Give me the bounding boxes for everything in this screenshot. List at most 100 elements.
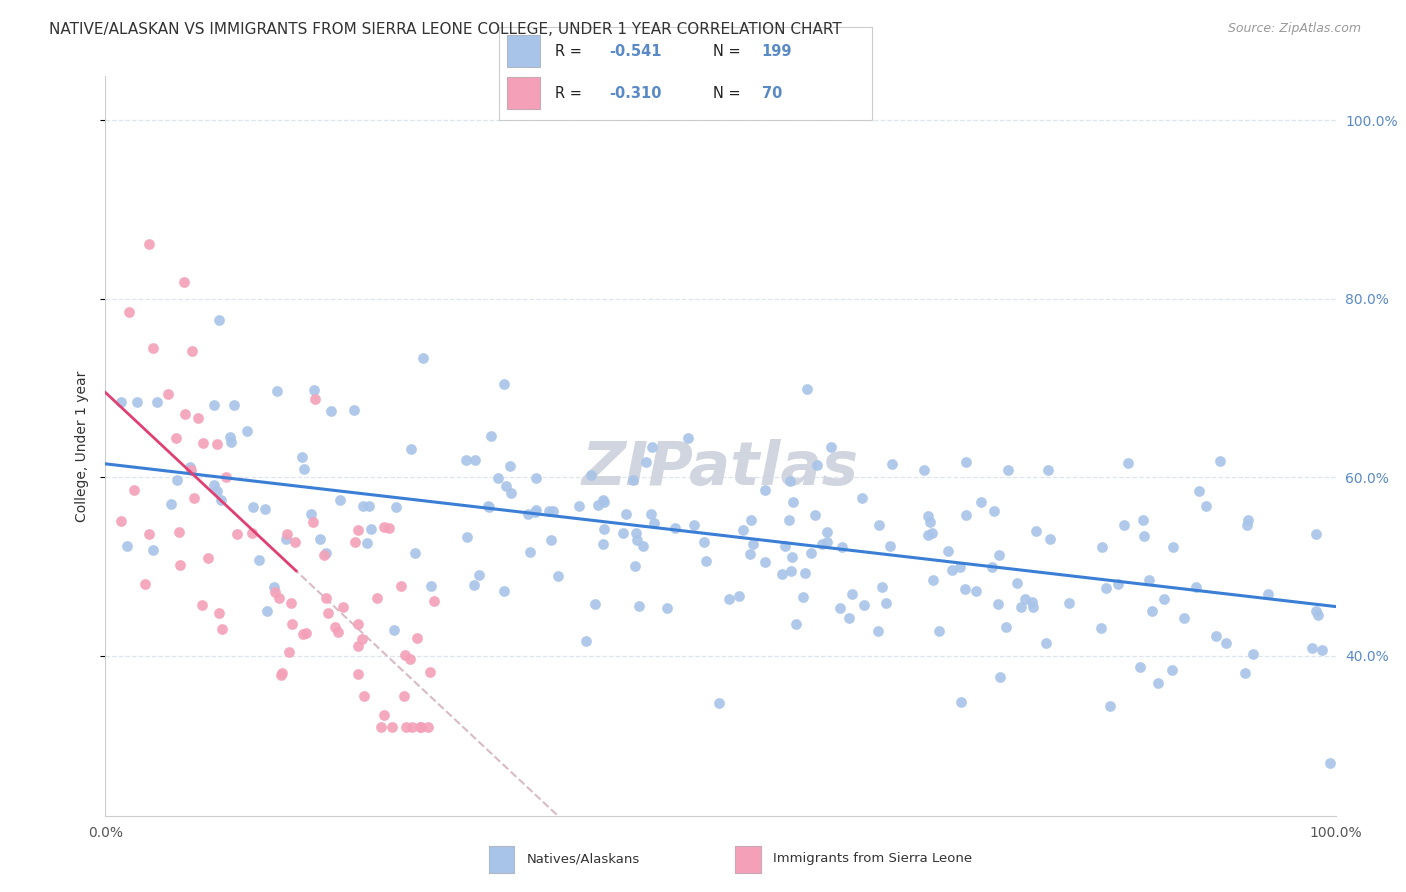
Point	[1236, 517, 1258, 532]
Point	[291, 450, 314, 464]
Point	[142, 543, 165, 558]
Point	[208, 607, 231, 621]
Point	[851, 491, 873, 506]
Point	[1005, 576, 1028, 591]
Point	[207, 484, 229, 499]
Text: R =: R =	[555, 44, 586, 59]
Point	[422, 593, 444, 607]
Point	[621, 473, 644, 487]
Point	[179, 459, 201, 474]
Point	[634, 455, 657, 469]
Point	[1153, 592, 1175, 607]
Point	[353, 690, 375, 704]
Point	[169, 558, 191, 573]
Point	[1132, 529, 1154, 543]
Point	[221, 434, 243, 449]
Point	[211, 623, 233, 637]
Point	[404, 546, 426, 560]
Point	[357, 499, 380, 513]
Point	[643, 516, 665, 530]
Point	[280, 595, 302, 609]
Point	[831, 540, 853, 554]
Point	[343, 402, 366, 417]
Point	[626, 533, 648, 548]
Point	[997, 463, 1019, 477]
Point	[1305, 527, 1327, 541]
Text: N =: N =	[713, 86, 745, 101]
Point	[276, 533, 298, 547]
Point	[614, 507, 637, 521]
Text: -0.541: -0.541	[609, 44, 662, 59]
Point	[356, 535, 378, 549]
Point	[1090, 621, 1112, 635]
Point	[626, 526, 648, 541]
Point	[841, 587, 863, 601]
Point	[879, 540, 901, 554]
Point	[263, 580, 285, 594]
Point	[1195, 500, 1218, 514]
Text: -0.310: -0.310	[609, 86, 662, 101]
Point	[281, 616, 304, 631]
Point	[742, 537, 765, 551]
Point	[870, 580, 893, 594]
Point	[1257, 587, 1279, 601]
Point	[538, 504, 561, 518]
Point	[373, 707, 395, 722]
Point	[492, 584, 515, 599]
Point	[853, 598, 876, 612]
Point	[928, 624, 950, 639]
Point	[631, 539, 654, 553]
Point	[346, 523, 368, 537]
Point	[316, 606, 339, 620]
Point	[792, 590, 814, 604]
Point	[501, 486, 523, 500]
Point	[965, 583, 987, 598]
Point	[779, 564, 801, 578]
Point	[381, 720, 404, 734]
Point	[406, 631, 429, 645]
Point	[1010, 600, 1032, 615]
Point	[1305, 604, 1327, 618]
Point	[754, 483, 776, 497]
Point	[770, 567, 793, 582]
Point	[731, 523, 754, 537]
Point	[1241, 647, 1264, 661]
Point	[623, 558, 645, 573]
Point	[941, 563, 963, 577]
Point	[692, 534, 714, 549]
Point	[707, 696, 730, 710]
Point	[315, 546, 337, 560]
Point	[270, 667, 292, 681]
Point	[1132, 513, 1154, 527]
Point	[291, 627, 314, 641]
Point	[1039, 532, 1062, 546]
Point	[468, 567, 491, 582]
Text: 199: 199	[762, 44, 793, 59]
Point	[1209, 454, 1232, 468]
Point	[344, 534, 367, 549]
Point	[524, 505, 547, 519]
Point	[360, 523, 382, 537]
Point	[224, 398, 246, 412]
Point	[235, 424, 257, 438]
Point	[284, 535, 307, 549]
Point	[1137, 573, 1160, 587]
Point	[1215, 636, 1237, 650]
Bar	[489, 847, 515, 873]
Point	[1035, 636, 1057, 650]
Point	[208, 313, 231, 327]
Point	[953, 582, 976, 596]
Point	[312, 548, 335, 562]
Point	[399, 652, 422, 666]
Text: N =: N =	[713, 44, 745, 59]
Point	[266, 384, 288, 398]
Point	[1306, 607, 1329, 622]
Point	[868, 518, 890, 533]
Point	[918, 515, 941, 529]
Point	[593, 522, 616, 536]
Point	[830, 601, 852, 615]
Point	[917, 509, 939, 524]
Point	[332, 599, 354, 614]
Point	[304, 392, 326, 407]
Point	[256, 604, 278, 618]
